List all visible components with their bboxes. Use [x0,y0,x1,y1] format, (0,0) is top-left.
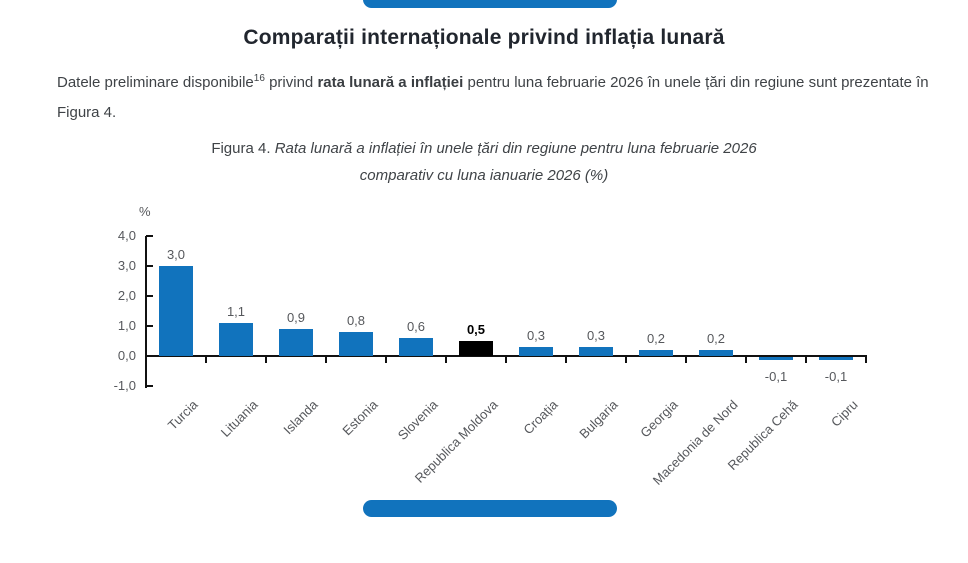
page-title: Comparații internaționale privind inflaț… [243,26,725,49]
bar-value-label: 0,9 [286,310,306,325]
x-tick-mark [625,355,627,363]
x-tick-mark [145,355,147,363]
x-tick-mark [865,355,867,363]
x-tick-mark [265,355,267,363]
y-tick-label: 4,0 [117,228,136,243]
intro-paragraph: Datele preliminare disponibile16 privind… [57,68,935,128]
x-tick-mark [385,355,387,363]
bar [759,357,793,360]
paragraph-text-post: pentru luna februarie 2026 în unele țări… [57,74,929,121]
x-tick-mark [325,355,327,363]
bar-highlight [459,341,493,356]
x-tick-mark [505,355,507,363]
bar-value-label: 0,6 [406,319,426,334]
y-tick-mark [146,235,153,237]
bar [519,347,553,356]
bar-value-label: 0,8 [346,313,366,328]
bar-value-label: 1,1 [226,304,246,319]
bar [399,338,433,356]
bar-value-label: 0,2 [646,331,666,346]
bar-value-label: -0,1 [764,369,788,384]
x-tick-mark [805,355,807,363]
bottom-divider-pill [363,500,617,517]
y-tick-mark [146,385,153,387]
x-tick-mark [685,355,687,363]
bar-value-label: 0,3 [586,328,606,343]
y-tick-label: 3,0 [117,258,136,273]
x-tick-mark [745,355,747,363]
bar [819,357,853,360]
paragraph-text-mid: privind [264,74,318,91]
bar-value-label: -0,1 [824,369,848,384]
bar-value-label: 3,0 [166,247,186,262]
paragraph-bold-phrase: rata lunară a inflației [317,74,464,91]
report-page: { "colors": { "accent_blue": "#1173bd", … [0,0,968,517]
figure-caption-italic-1: Rata lunară a inflației în unele țări di… [274,140,757,157]
bar [279,329,313,356]
bar [699,350,733,356]
y-tick-label: 2,0 [117,288,136,303]
bar [579,347,613,356]
figure-caption: Figura 4. Rata lunară a inflației în une… [0,135,968,189]
figure-number: Figura 4. [211,140,275,157]
y-tick-mark [146,295,153,297]
chart: % 4,0 3,0 2,0 1,0 0,0 -1,0 3,0 Turcia 1,1 Lituania… [0,200,968,508]
bar-value-label: 0,3 [526,328,546,343]
bar [219,323,253,356]
bar [339,332,373,356]
x-tick-mark [445,355,447,363]
x-tick-mark [205,355,207,363]
y-tick-mark [146,325,153,327]
bar-value-label: 0,2 [706,331,726,346]
bar [159,266,193,356]
footnote-reference: 16 [253,73,265,84]
y-tick-label: 1,0 [117,318,136,333]
bar [639,350,673,356]
figure-caption-italic-2: comparativ cu luna ianuarie 2026 (%) [359,167,609,184]
y-axis-line [145,236,147,388]
x-tick-mark [565,355,567,363]
paragraph-text-pre: Datele preliminare disponibile [57,74,254,91]
y-axis-unit-label: % [139,204,151,219]
bar-value-label: 0,5 [466,322,486,337]
y-tick-label: 0,0 [117,348,136,363]
figure-caption-line1: Figura 4. Rata lunară a inflației în une… [0,135,968,162]
top-divider-pill [363,0,617,8]
y-tick-label: -1,0 [113,378,136,393]
y-tick-mark [146,265,153,267]
